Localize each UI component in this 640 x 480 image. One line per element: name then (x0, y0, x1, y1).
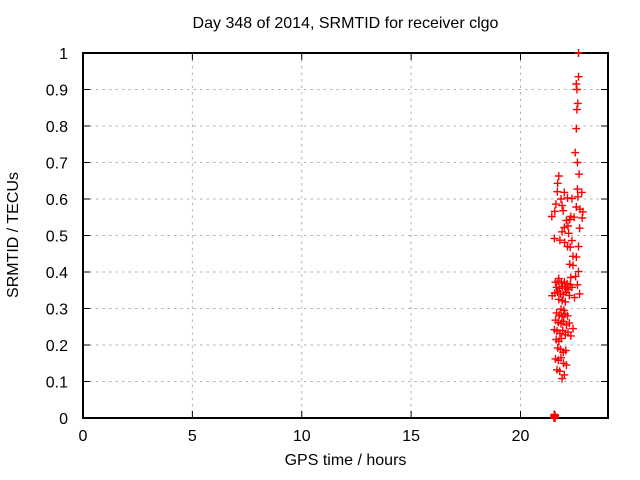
data-point-marker (574, 242, 583, 251)
data-point-marker (547, 212, 556, 221)
data-point-marker (573, 185, 582, 194)
x-tick-label: 5 (188, 428, 197, 445)
data-point-marker (574, 72, 583, 81)
data-point-marker (562, 361, 571, 370)
data-point-marker (555, 367, 564, 376)
x-tick-label: 10 (293, 428, 311, 445)
chart-title: Day 348 of 2014, SRMTID for receiver clg… (192, 15, 499, 32)
y-tick-label: 0.2 (46, 338, 68, 355)
x-tick-label: 0 (79, 428, 88, 445)
data-point-marker (566, 273, 575, 282)
data-point-marker (574, 267, 583, 276)
data-point-marker (558, 374, 567, 383)
data-point-marker (557, 334, 566, 343)
data-point-marker (551, 200, 560, 209)
data-point-marker (553, 187, 562, 196)
data-point-marker (573, 99, 582, 108)
data-point-marker (570, 213, 579, 222)
data-point-marker (566, 243, 575, 252)
y-tick-label: 0.1 (46, 375, 68, 392)
data-point-marker (565, 215, 574, 224)
y-tick-label: 0 (59, 411, 68, 428)
data-point-marker (569, 324, 577, 333)
y-tick-label: 0.6 (46, 192, 68, 209)
y-tick-label: 0.3 (46, 302, 68, 319)
data-point-marker (558, 227, 567, 236)
data-point-marker (567, 283, 576, 292)
data-point-marker (550, 410, 559, 419)
data-point-marker (555, 236, 564, 245)
data-point-marker (561, 346, 570, 355)
y-tick-label: 0.5 (46, 229, 68, 246)
data-point-marker (567, 236, 576, 245)
plot-border (82, 52, 609, 419)
data-point-marker (575, 170, 584, 179)
data-point-marker (566, 331, 575, 340)
data-point-marker (548, 291, 557, 300)
data-point-marker (569, 261, 577, 270)
data-point-marker (561, 297, 570, 306)
y-tick-label: 0.8 (46, 119, 68, 136)
y-tick-label: 0.9 (46, 83, 68, 100)
data-point-marker (574, 49, 583, 57)
data-point-marker (557, 195, 565, 203)
data-point-marker (573, 158, 582, 167)
data-point-marker (575, 289, 584, 298)
data-point-marker (573, 192, 582, 201)
data-point-marker (572, 253, 581, 261)
data-point-marker (550, 234, 559, 243)
x-tick-label: 15 (402, 428, 420, 445)
data-point-marker (570, 293, 579, 302)
data-point-marker (559, 306, 568, 315)
data-point-marker (563, 311, 572, 320)
data-point-marker (578, 214, 587, 222)
data-point-marker (558, 326, 567, 335)
data-point-marker (565, 291, 574, 300)
data-point-marker (572, 85, 581, 94)
y-tick-label: 0.4 (46, 265, 68, 282)
data-point-marker (577, 188, 586, 197)
data-point-marker (553, 179, 562, 188)
data-point-marker (564, 222, 572, 230)
x-tick-label: 20 (512, 428, 530, 445)
data-point-marker (571, 272, 580, 281)
data-point-marker (571, 148, 580, 157)
data-point-marker (554, 172, 563, 180)
data-point-marker (559, 206, 568, 215)
data-point-marker (558, 201, 567, 210)
data-point-marker (560, 188, 569, 197)
data-point-marker (550, 207, 559, 216)
data-point-marker (572, 105, 581, 114)
data-point-marker (564, 229, 573, 238)
data-point-marker (563, 193, 572, 202)
data-point-marker (575, 224, 584, 233)
data-point-marker (560, 223, 569, 232)
y-tick-label: 0.7 (46, 156, 68, 173)
data-point-marker (572, 124, 581, 133)
x-axis-label: GPS time / hours (284, 452, 407, 469)
data-point-marker (560, 238, 569, 247)
data-point-marker (573, 280, 582, 289)
data-point-marker (567, 194, 576, 203)
y-tick-label: 1 (59, 46, 68, 63)
data-point-marker (565, 319, 574, 328)
data-point-marker (557, 353, 565, 362)
